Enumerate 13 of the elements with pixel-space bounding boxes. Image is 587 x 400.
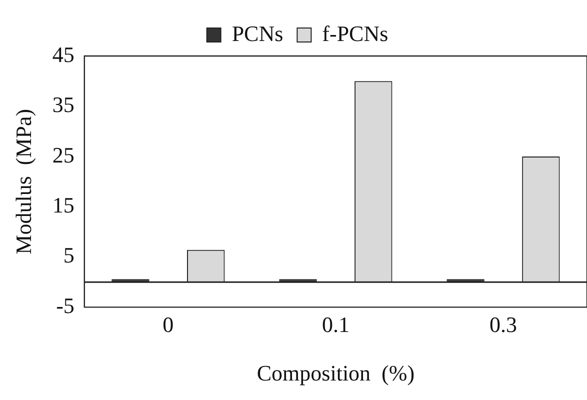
y-tick-label: 5 (63, 242, 74, 268)
x-tick-label: 0.1 (322, 312, 350, 338)
x-tick-label: 0 (162, 312, 174, 338)
x-axis-title: Composition (%) (256, 360, 415, 386)
y-axis-title: Modulus (MPa) (10, 108, 36, 254)
x-tick-label: 0.3 (489, 312, 517, 338)
legend-label: PCNs (232, 20, 284, 46)
y-tick-label: 25 (52, 142, 74, 168)
y-tick-label: 45 (52, 42, 74, 67)
y-tick-label: 35 (52, 92, 74, 118)
y-tick-label: 15 (52, 192, 74, 218)
y-tick-label: -5 (56, 292, 74, 318)
legend-label: f-PCNs (322, 20, 388, 46)
